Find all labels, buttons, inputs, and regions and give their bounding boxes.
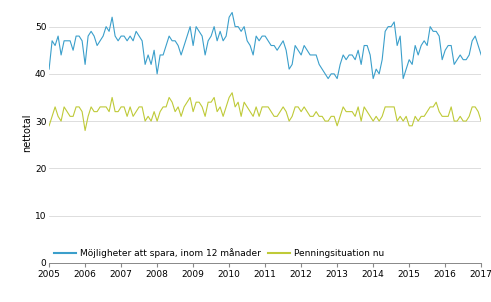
Penningsituation nu — [301, 105, 307, 109]
Möjligheter att spara, inom 12 månader — [454, 58, 460, 62]
Penningsituation nu — [46, 124, 52, 128]
Legend: Möjligheter att spara, inom 12 månader, Penningsituation nu: Möjligheter att spara, inom 12 månader, … — [54, 248, 384, 258]
Penningsituation nu — [454, 119, 460, 123]
Line: Möjligheter att spara, inom 12 månader: Möjligheter att spara, inom 12 månader — [49, 12, 481, 79]
Möjligheter att spara, inom 12 månader — [49, 39, 55, 43]
Penningsituation nu — [82, 129, 88, 132]
Möjligheter att spara, inom 12 månader — [391, 20, 397, 24]
Möjligheter att spara, inom 12 månader — [298, 53, 304, 57]
Penningsituation nu — [229, 91, 235, 95]
Möjligheter att spara, inom 12 månader — [67, 39, 73, 43]
Penningsituation nu — [391, 105, 397, 109]
Y-axis label: nettotal: nettotal — [22, 114, 32, 152]
Möjligheter att spara, inom 12 månader — [379, 58, 385, 62]
Penningsituation nu — [379, 114, 385, 118]
Penningsituation nu — [67, 114, 73, 118]
Möjligheter att spara, inom 12 månader — [46, 67, 52, 71]
Möjligheter att spara, inom 12 månader — [478, 53, 484, 57]
Penningsituation nu — [49, 114, 55, 118]
Penningsituation nu — [478, 119, 484, 123]
Möjligheter att spara, inom 12 månader — [229, 11, 235, 14]
Line: Penningsituation nu: Penningsituation nu — [49, 93, 481, 130]
Möjligheter att spara, inom 12 månader — [325, 77, 331, 80]
